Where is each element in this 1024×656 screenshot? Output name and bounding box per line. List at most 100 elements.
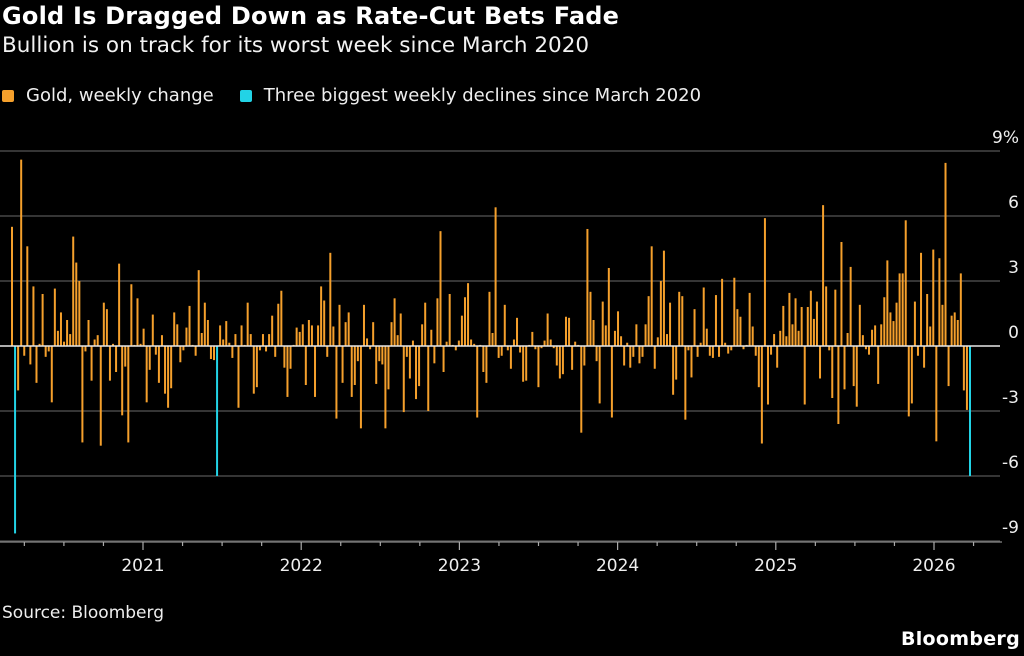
bar-weekly-change <box>672 346 675 395</box>
bar-weekly-change <box>895 302 898 346</box>
bar-weekly-change <box>326 346 329 357</box>
bar-weekly-change <box>782 305 785 346</box>
bar-weekly-change <box>387 346 390 390</box>
bar-weekly-change <box>751 326 754 346</box>
bar-weekly-change <box>11 226 13 346</box>
bar-weekly-change <box>53 288 56 346</box>
bar-weekly-change <box>935 346 938 442</box>
bar-weekly-change <box>675 346 678 380</box>
bar-weekly-change <box>344 322 347 346</box>
bar-weekly-change <box>29 346 32 365</box>
bar-weekly-change <box>531 331 534 346</box>
bar-weekly-change <box>359 346 362 429</box>
bar-weekly-change <box>188 305 191 346</box>
legend-item-gold: Gold, weekly change <box>2 85 214 106</box>
bar-weekly-change <box>525 346 528 381</box>
chart-subtitle: Bullion is on track for its worst week s… <box>2 33 590 58</box>
bar-weekly-change <box>96 335 99 346</box>
bar-weekly-change <box>598 346 601 404</box>
bar-weekly-change <box>381 346 384 365</box>
bar-weekly-change <box>93 339 96 346</box>
bar-weekly-change <box>635 324 638 346</box>
bar-weekly-change <box>923 346 926 368</box>
bar-weekly-change <box>255 346 258 388</box>
bar-weekly-change <box>258 346 261 351</box>
bar-weekly-change <box>463 297 466 346</box>
bar-weekly-change <box>427 346 430 412</box>
bar-weekly-change <box>102 302 105 346</box>
bar-weekly-change <box>301 324 304 346</box>
bar-weekly-change <box>289 346 292 369</box>
bar-weekly-change <box>307 319 310 346</box>
bar-weekly-change <box>944 162 947 346</box>
bar-weekly-change <box>791 324 794 346</box>
bar-weekly-change <box>907 346 910 417</box>
bar-weekly-change <box>687 346 690 351</box>
bar-weekly-change <box>130 284 133 346</box>
bar-weekly-change <box>629 346 632 368</box>
bar-weekly-change <box>555 346 558 366</box>
bar-weekly-change <box>678 291 681 346</box>
bar-weekly-change <box>194 346 197 356</box>
bloomberg-logo: Bloomberg <box>900 628 1020 650</box>
bar-weekly-change <box>26 246 29 346</box>
bar-weekly-change <box>167 346 170 408</box>
bar-weekly-change <box>644 324 647 346</box>
bar-weekly-change <box>552 346 555 349</box>
bar-weekly-change <box>59 312 62 346</box>
bar-weekly-change <box>310 325 313 346</box>
legend-label-gold: Gold, weekly change <box>26 85 214 106</box>
bar-weekly-change <box>454 346 457 351</box>
bar-weekly-change <box>286 346 289 397</box>
bar-weekly-change <box>941 304 944 346</box>
y-tick-label: 6 <box>1008 193 1019 213</box>
bar-weekly-change <box>457 340 460 346</box>
bar-weekly-change <box>947 346 950 387</box>
bar-weekly-change <box>659 280 662 346</box>
bar-weekly-change <box>773 334 776 346</box>
bar-weekly-change <box>222 339 225 346</box>
bar-weekly-change <box>522 346 525 382</box>
bar-weekly-change <box>638 346 641 364</box>
bar-weekly-change <box>837 346 840 425</box>
bar-weekly-change <box>564 316 567 346</box>
bar-weekly-change <box>757 346 760 388</box>
bar-weekly-change <box>871 329 874 346</box>
bar-weekly-change <box>32 286 35 346</box>
bar-weekly-change <box>17 346 20 391</box>
bar-weekly-change <box>861 335 864 346</box>
bar-weekly-change <box>362 304 365 346</box>
y-tick-label: -6 <box>1002 453 1019 473</box>
bar-weekly-change <box>280 290 283 346</box>
bar-weekly-change <box>396 335 399 346</box>
x-tick-label: 2024 <box>596 556 639 576</box>
bar-weekly-change <box>118 263 121 346</box>
bar-weekly-change <box>209 346 212 360</box>
bar-weekly-change <box>595 346 598 362</box>
bar-weekly-change <box>66 319 69 346</box>
bar-weekly-change <box>411 340 414 346</box>
bar-weekly-change <box>439 231 442 346</box>
bar-weekly-change <box>733 277 736 346</box>
bar-weekly-change <box>534 346 537 350</box>
bar-weekly-change <box>834 289 837 346</box>
bar-weekly-change <box>803 346 806 405</box>
bar-weekly-change <box>228 342 231 346</box>
bar-weekly-change <box>561 346 564 375</box>
bar-weekly-change <box>185 327 188 346</box>
bar-weekly-change <box>436 298 439 346</box>
bar-weekly-change <box>69 334 72 346</box>
bar-weekly-change <box>825 286 828 346</box>
bar-weekly-change <box>115 346 118 373</box>
bar-weekly-change <box>497 346 500 358</box>
bar-weekly-change <box>23 346 26 356</box>
bar-weekly-change <box>405 346 408 357</box>
bar-weekly-change <box>840 241 843 346</box>
bar-weekly-change <box>20 159 23 346</box>
bar-weekly-change <box>950 315 953 346</box>
bar-weekly-change <box>182 346 185 351</box>
bar-weekly-change <box>197 270 200 346</box>
bar-weekly-change <box>938 258 941 346</box>
bar-weekly-change <box>788 292 791 346</box>
